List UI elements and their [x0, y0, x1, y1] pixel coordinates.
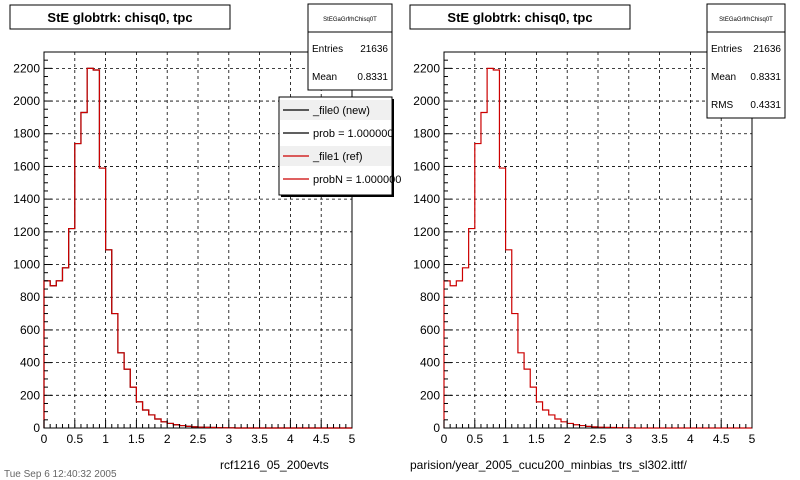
y-tick-label: 0 [33, 421, 40, 435]
y-tick-label: 1800 [13, 127, 40, 141]
stats-label: Entries [711, 44, 742, 55]
y-tick-label: 1200 [413, 225, 440, 239]
stats-label: Entries [312, 44, 343, 55]
y-tick-label: 1600 [13, 159, 40, 173]
stats-label: Mean [711, 72, 736, 83]
y-tick-label: 600 [420, 323, 440, 337]
x-tick-label: 5 [749, 432, 756, 446]
y-tick-label: 2200 [413, 61, 440, 75]
stats-value: 0.8331 [357, 72, 388, 83]
x-tick-label: 3.5 [651, 432, 668, 446]
x-tick-label: 4.5 [713, 432, 730, 446]
x-tick-label: 3.5 [251, 432, 268, 446]
title-box [409, 4, 631, 30]
x-tick-label: 2 [164, 432, 171, 446]
stats-label: Mean [312, 72, 337, 83]
y-tick-label: 600 [20, 323, 40, 337]
stats-value: 0.4331 [750, 100, 781, 111]
x-tick-label: 2.5 [590, 432, 607, 446]
stats-value: 21636 [753, 44, 781, 55]
stats-header: StEGaGrfrhChisq0T [323, 17, 377, 23]
x-tick-label: 3 [225, 432, 232, 446]
legend-row-bg [280, 169, 391, 189]
x-tick-label: 4.5 [313, 432, 330, 446]
y-tick-label: 400 [420, 356, 440, 370]
x-tick-label: 0 [41, 432, 48, 446]
x-tick-label: 4 [687, 432, 694, 446]
x-tick-label: 0.5 [466, 432, 483, 446]
y-tick-label: 1800 [413, 127, 440, 141]
stats-header: StEGaGrfrhChisq0T [719, 17, 773, 23]
x-tick-label: 1 [502, 432, 509, 446]
x-tick-label: 4 [287, 432, 294, 446]
y-tick-label: 1000 [13, 258, 40, 272]
stats-label: RMS [711, 100, 734, 111]
x-tick-label: 1.5 [128, 432, 145, 446]
legend-row-bg [280, 146, 391, 166]
y-tick-label: 2000 [13, 94, 40, 108]
x-tick-label: 3 [625, 432, 632, 446]
chart-panel-2: 0 200 400 600 800 1000 1200 1400 1600 1800 2000 220… [409, 3, 786, 472]
x-tick-label: 0 [441, 432, 448, 446]
title-box [9, 4, 231, 30]
chart-title: StE globtrk: chisq0, tpc [47, 10, 192, 25]
x-tick-label: 0.5 [66, 432, 83, 446]
y-tick-label: 800 [20, 290, 40, 304]
y-tick-label: 0 [433, 421, 440, 435]
y-tick-label: 800 [420, 290, 440, 304]
bottom-path-label: parision/year_2005_cucu200_minbias_trs_s… [410, 458, 688, 472]
y-tick-label: 1000 [413, 258, 440, 272]
x-tick-label: 2.5 [190, 432, 207, 446]
y-tick-label: 1400 [13, 192, 40, 206]
stats-value: 0.8331 [750, 72, 781, 83]
x-tick-label: 5 [349, 432, 356, 446]
x-tick-label: 1 [102, 432, 109, 446]
stats-value: 21636 [360, 44, 388, 55]
y-tick-label: 1600 [413, 159, 440, 173]
legend: _file0 (new) prob = 1.000000 _file1 (ref) p… [278, 96, 401, 197]
chart-title: StE globtrk: chisq0, tpc [447, 10, 592, 25]
y-tick-label: 1200 [13, 225, 40, 239]
stats-box [706, 3, 786, 119]
chart-panel-1: 0 200 400 600 800 1000 1200 1400 1600 1800 2000 220… [9, 3, 401, 472]
legend-label: probN = 1.000000 [313, 174, 401, 186]
legend-label: prob = 1.000000 [313, 128, 393, 140]
y-tick-label: 200 [20, 388, 40, 402]
legend-label: _file1 (ref) [312, 151, 363, 163]
x-tick-label: 1.5 [528, 432, 545, 446]
y-tick-label: 2200 [13, 61, 40, 75]
y-tick-label: 400 [20, 356, 40, 370]
legend-row-bg [280, 123, 391, 143]
x-tick-label: 2 [564, 432, 571, 446]
legend-label: _file0 (new) [312, 105, 370, 117]
legend-row-bg [280, 100, 391, 120]
y-tick-label: 2000 [413, 94, 440, 108]
stats-box [307, 3, 393, 91]
y-tick-label: 1400 [413, 192, 440, 206]
y-tick-label: 200 [420, 388, 440, 402]
bottom-path-label: rcf1216_05_200evts [220, 458, 329, 472]
footer-timestamp: Tue Sep 6 12:40:32 2005 [4, 469, 117, 480]
